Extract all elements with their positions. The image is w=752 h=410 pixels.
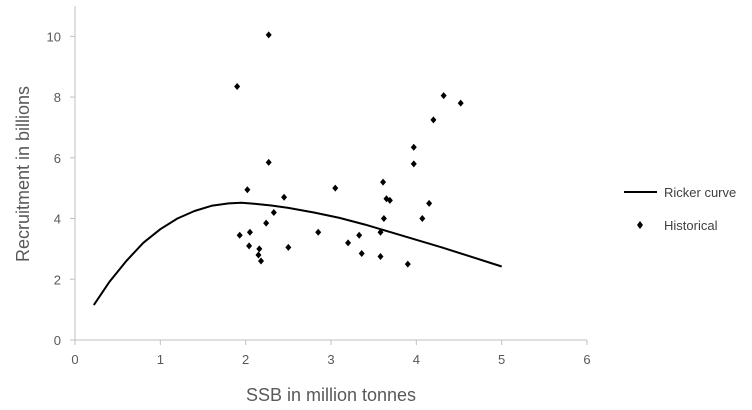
historical-point [377, 228, 384, 236]
y-tick-label: 4 [54, 212, 61, 227]
historical-point [265, 158, 272, 166]
historical-point [377, 253, 384, 260]
y-tick-label: 8 [54, 90, 61, 105]
historical-point [426, 199, 433, 207]
historical-point [281, 193, 288, 201]
x-tick-label: 6 [583, 352, 590, 367]
x-tick-label: 4 [413, 352, 420, 367]
historical-point [404, 260, 411, 268]
ricker-curve-line [92, 201, 503, 306]
historical-point [244, 186, 251, 194]
historical-point [457, 99, 464, 107]
y-tick-label: 6 [54, 151, 61, 166]
historical-point [246, 242, 253, 250]
historical-point [358, 249, 365, 257]
historical-point [380, 178, 387, 186]
historical-point [410, 143, 417, 151]
historical-point [410, 160, 417, 168]
x-tick-label: 2 [242, 352, 249, 367]
historical-point [265, 31, 272, 39]
x-tick-label: 1 [157, 352, 164, 367]
y-tick-label: 10 [47, 29, 61, 44]
legend-historical-label: Historical [664, 218, 718, 233]
x-tick-label: 3 [327, 352, 334, 367]
historical-point [256, 245, 263, 253]
historical-point [440, 92, 447, 100]
historical-point [332, 184, 339, 192]
historical-point [236, 231, 243, 239]
historical-point [345, 239, 352, 247]
historical-point [430, 116, 437, 124]
legend-ricker-curve-label: Ricker curve [664, 185, 736, 200]
historical-point [258, 257, 265, 265]
x-tick-label: 0 [71, 352, 78, 367]
legend-historical-marker [637, 221, 643, 229]
historical-point [386, 196, 393, 204]
x-tick-label: 5 [498, 352, 505, 367]
historical-point [285, 243, 292, 251]
legend: Ricker curve Historical [624, 185, 736, 233]
historical-point [234, 82, 241, 90]
historical-point [315, 228, 322, 236]
plot-area: 0 1 2 3 4 5 6 0 2 4 6 8 10 [47, 6, 591, 367]
historical-point [270, 208, 277, 216]
historical-point [263, 219, 270, 227]
x-axis-title: SSB in million tonnes [246, 385, 416, 405]
y-tick-label: 0 [54, 333, 61, 348]
historical-point [255, 251, 262, 259]
historical-point [246, 228, 253, 236]
historical-point [380, 215, 387, 223]
y-tick-label: 2 [54, 272, 61, 287]
y-axis-title: Recruitment in billions [13, 86, 33, 262]
historical-point [356, 231, 363, 239]
historical-point [419, 215, 426, 223]
